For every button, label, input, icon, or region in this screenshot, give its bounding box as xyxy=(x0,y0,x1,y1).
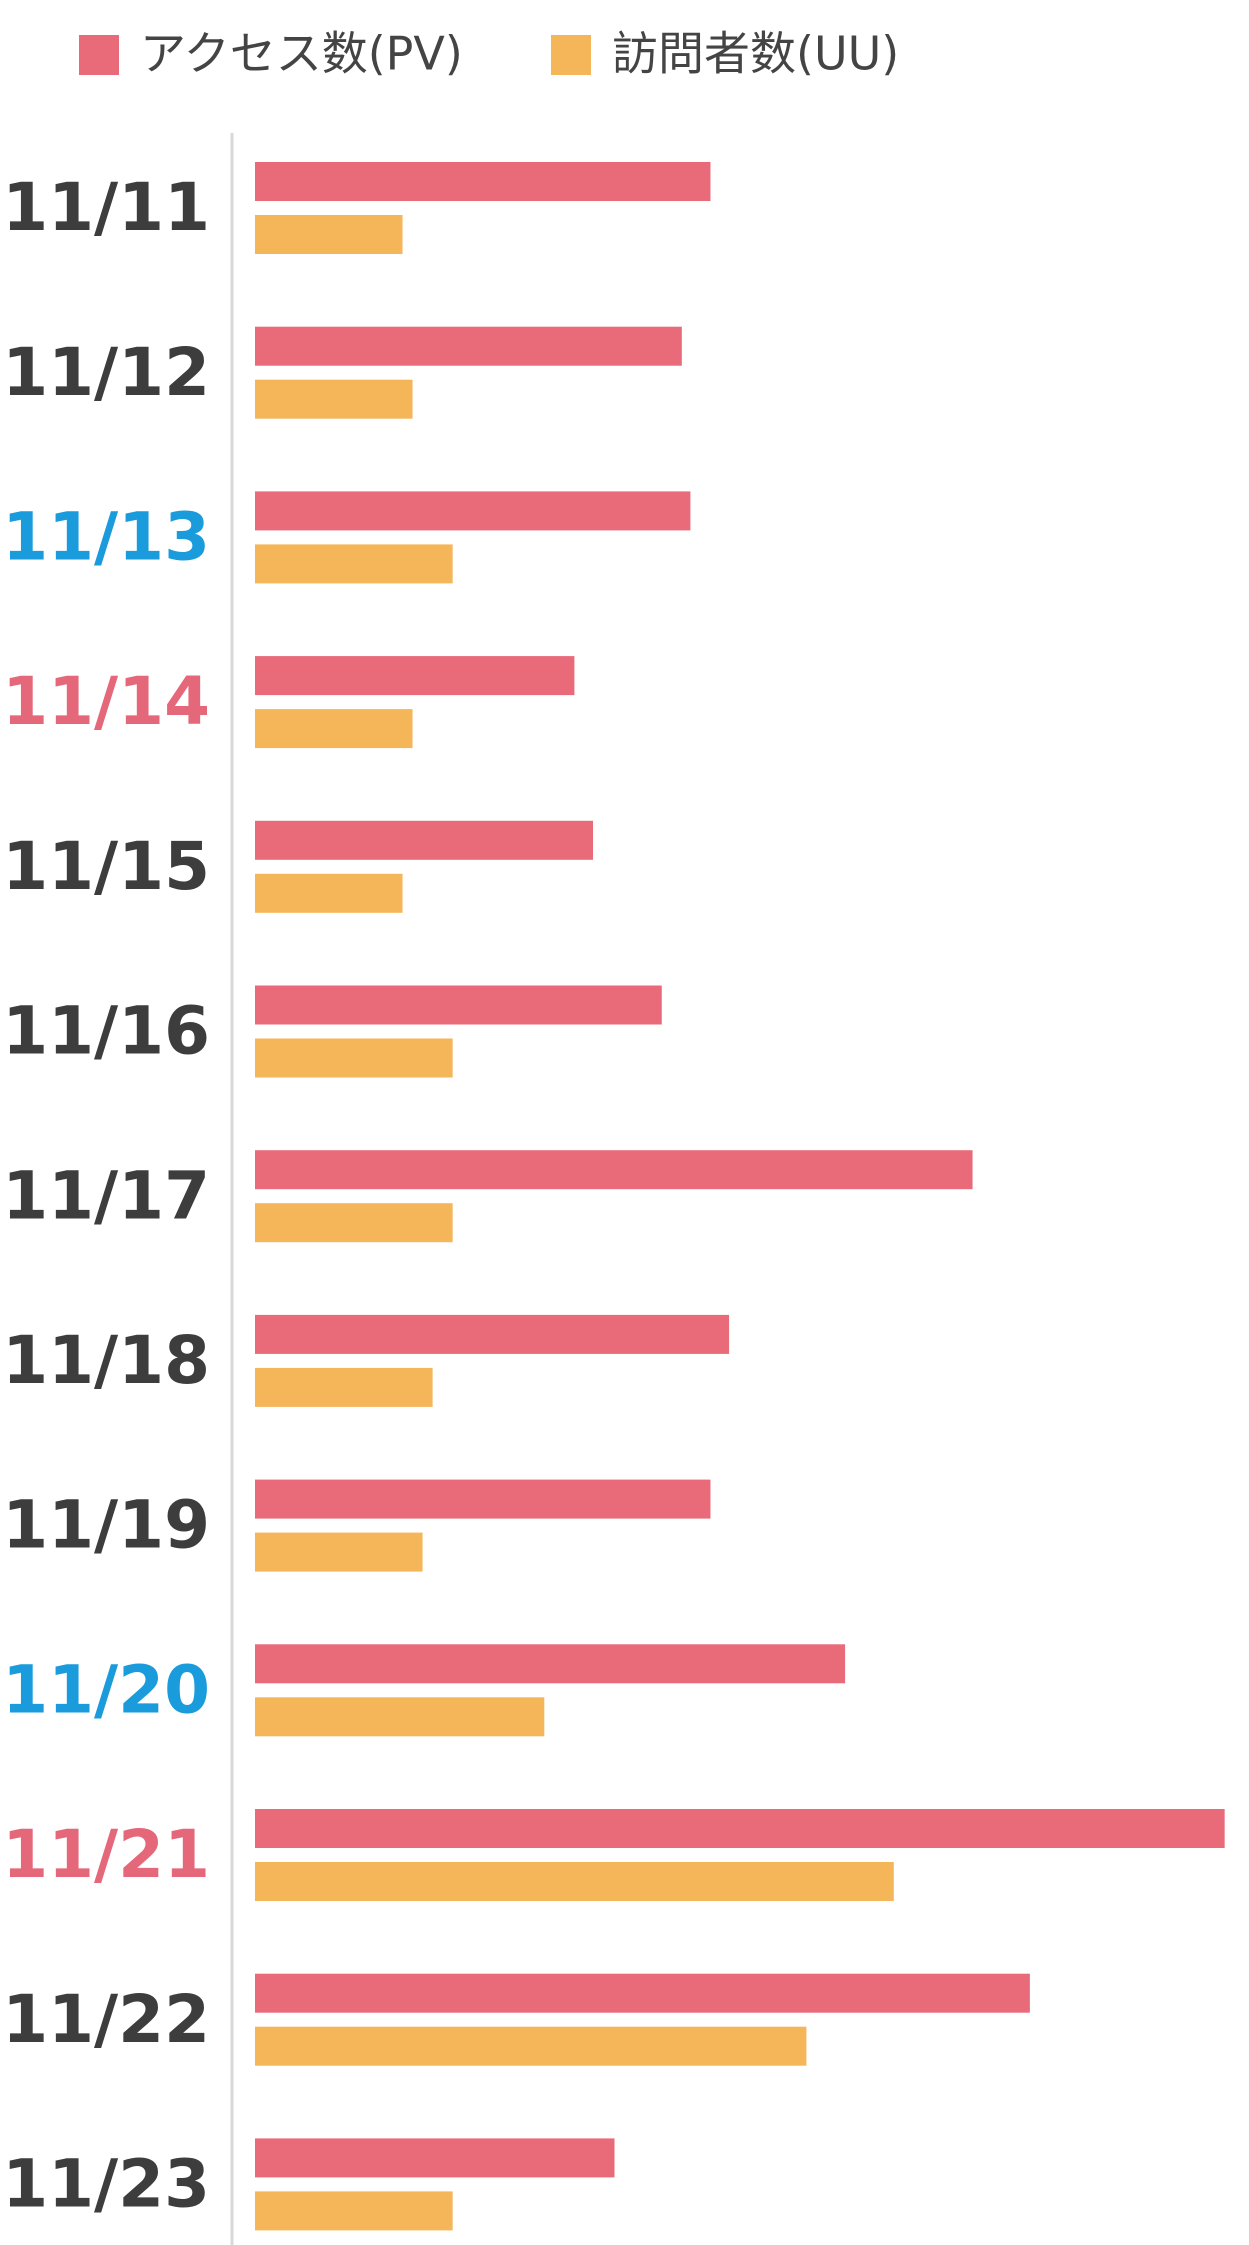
bar xyxy=(255,873,403,913)
legend-label: 訪問者数(UU) xyxy=(612,27,899,81)
category-label: 11/11 xyxy=(2,169,210,246)
category-label: 11/20 xyxy=(2,1651,210,1728)
category-label: 11/22 xyxy=(2,1981,210,2058)
bar xyxy=(255,1038,453,1078)
category-label: 11/21 xyxy=(2,1816,210,1893)
bar xyxy=(255,1697,545,1737)
category-label: 11/14 xyxy=(2,663,210,740)
category-label: 11/15 xyxy=(2,828,210,905)
bar xyxy=(255,544,453,584)
bar xyxy=(255,656,575,696)
legend-swatch xyxy=(79,35,119,75)
bar xyxy=(255,985,662,1025)
legend-label: アクセス数(PV) xyxy=(140,27,463,81)
bar xyxy=(255,1532,423,1572)
legend-swatch xyxy=(551,35,591,75)
category-label: 11/13 xyxy=(2,498,210,575)
bar xyxy=(255,1479,711,1519)
bar xyxy=(255,1862,894,1901)
bar xyxy=(255,162,711,201)
category-label: 11/23 xyxy=(2,2145,210,2222)
bar xyxy=(255,1644,846,1684)
bar xyxy=(255,820,594,860)
bar xyxy=(255,215,403,254)
bar xyxy=(255,1203,453,1243)
category-label: 11/16 xyxy=(2,993,210,1070)
bar xyxy=(255,1809,1225,1848)
category-label: 11/18 xyxy=(2,1322,210,1399)
bar xyxy=(255,709,413,749)
bar xyxy=(255,379,413,419)
category-label: 11/17 xyxy=(2,1157,210,1234)
bar xyxy=(255,2026,807,2066)
bar xyxy=(255,2191,453,2231)
bar xyxy=(255,1314,730,1354)
bar xyxy=(255,2138,615,2178)
bar xyxy=(255,1367,433,1407)
category-label: 11/19 xyxy=(2,1487,210,1564)
bar xyxy=(255,1973,1030,2013)
category-label: 11/12 xyxy=(2,334,210,411)
bar xyxy=(255,491,691,531)
bar xyxy=(255,1150,973,1190)
bar xyxy=(255,326,682,366)
